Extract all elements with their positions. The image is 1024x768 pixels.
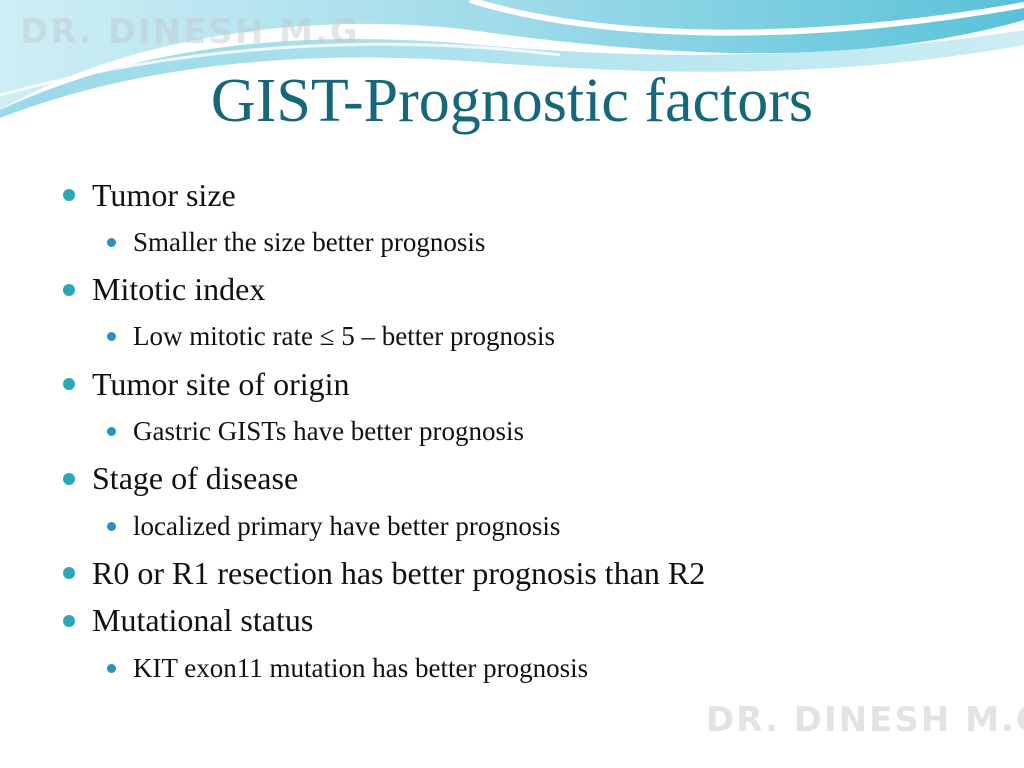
- bullet-text: Low mitotic rate ≤ 5 – better prognosis: [133, 321, 555, 352]
- bullet: Mitotic index: [63, 270, 265, 310]
- bullet-text: Gastric GISTs have better prognosis: [133, 416, 525, 446]
- bullet-dot: [63, 378, 75, 391]
- bullet-text: Tumor size: [92, 176, 236, 213]
- sub-bullet: Smaller the size better prognosis: [107, 224, 485, 260]
- sub-bullet: KIT exon11 mutation has better prognosis: [107, 650, 588, 686]
- bullet-dot: [107, 427, 116, 436]
- bullet-text: KIT exon11 mutation has better prognosis: [133, 652, 589, 683]
- bullet-dot: [63, 189, 75, 201]
- watermark: DR. DINESH M.G: [706, 700, 1024, 740]
- sub-bullet: Low mitotic rate ≤ 5 – better prognosis: [107, 319, 555, 355]
- bullet-dot: [107, 521, 116, 531]
- bullet-text: Mitotic index: [92, 271, 266, 308]
- bullet-dot: [63, 614, 75, 627]
- bullet: Tumor size: [63, 175, 236, 215]
- bullet-dot: [107, 663, 116, 673]
- header-wave: [0, 0, 1024, 118]
- bullet: R0 or R1 resection has better prognosis …: [63, 553, 705, 593]
- bullet-text: Mutational status: [92, 602, 314, 639]
- watermark: DR. DINESH M.G: [20, 12, 360, 52]
- bullet-dot: [63, 283, 75, 296]
- bullet-text: Stage of disease: [92, 460, 299, 497]
- bullet-text: localized primary have better prognosis: [133, 510, 561, 541]
- bullet-dot: [107, 237, 116, 247]
- bullet-text: Tumor site of origin: [92, 365, 350, 402]
- sub-bullet: Gastric GISTs have better prognosis: [107, 414, 524, 450]
- bullet-text: Smaller the size better prognosis: [133, 226, 486, 257]
- bullet-dot: [63, 567, 75, 580]
- slide-title: GIST-Prognostic factors: [210, 67, 814, 135]
- bullet: Mutational status: [63, 601, 313, 641]
- bullet-dot: [107, 332, 116, 342]
- bullet: Tumor site of origin: [63, 364, 350, 404]
- bullet: Stage of disease: [63, 459, 298, 499]
- sub-bullet: localized primary have better prognosis: [107, 508, 560, 544]
- bullet-text: R0 or R1 resection has better prognosis …: [92, 554, 706, 591]
- bullet-dot: [63, 472, 75, 485]
